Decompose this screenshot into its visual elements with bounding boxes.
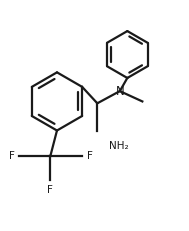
Text: F: F: [9, 151, 15, 161]
Text: NH₂: NH₂: [108, 141, 128, 152]
Text: N: N: [115, 85, 124, 98]
Text: F: F: [47, 185, 53, 195]
Text: F: F: [87, 151, 93, 161]
